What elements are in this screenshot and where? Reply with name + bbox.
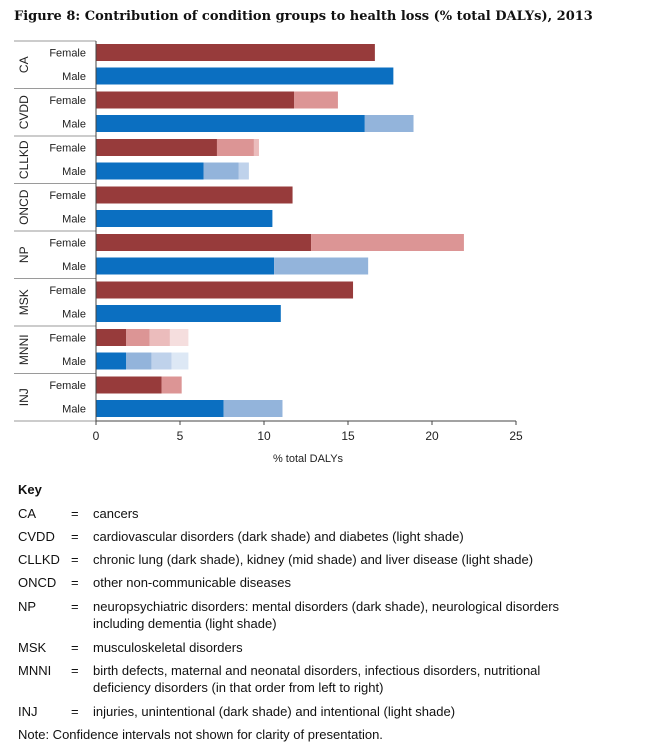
bar-segment-inj-male-0	[96, 400, 224, 417]
group-label-msk: MSK	[17, 289, 31, 315]
key-description: neuropsychiatric disorders: mental disor…	[93, 599, 560, 631]
group-label-ca: CA	[17, 56, 31, 73]
bar-segment-inj-male-1	[223, 400, 283, 417]
bar-label-male: Male	[62, 309, 86, 321]
key-description: cancers	[93, 506, 139, 521]
key-equals: =	[71, 640, 79, 655]
key-equals: =	[71, 506, 79, 521]
bar-label-female: Female	[49, 48, 86, 60]
bar-segment-mnni-female-0	[96, 329, 127, 346]
key-abbr: CLLKD	[18, 552, 60, 567]
bar-segment-oncd-male-0	[96, 210, 273, 227]
group-label-cvdd: CVDD	[17, 95, 31, 129]
group-label-np: NP	[17, 246, 31, 263]
x-tick-label: 25	[509, 429, 523, 443]
bar-segment-mnni-male-1	[126, 352, 152, 370]
key-abbr: MNNI	[18, 663, 52, 678]
bar-segment-cllkd-male-2	[238, 162, 249, 180]
key-description: chronic lung (dark shade), kidney (mid s…	[93, 552, 534, 567]
bar-label-male: Male	[62, 356, 86, 368]
bar-segment-cllkd-male-1	[203, 162, 239, 180]
group-label-oncd: ONCD	[17, 189, 31, 225]
key-equals: =	[71, 599, 79, 614]
bar-segment-cvdd-male-1	[364, 115, 414, 132]
key-equals: =	[71, 529, 79, 544]
key-description: musculoskeletal disorders	[93, 640, 243, 655]
bar-segment-cllkd-female-2	[253, 139, 259, 156]
x-tick-label: 0	[93, 429, 100, 443]
key-abbr: CA	[18, 506, 37, 521]
bar-segment-inj-female-0	[96, 376, 162, 394]
bar-segment-np-male-0	[96, 257, 275, 275]
bar-segment-cvdd-female-0	[96, 91, 295, 109]
x-axis-title: % total DALYs	[273, 453, 344, 465]
footnote: Note: Confidence intervals not shown for…	[18, 727, 383, 742]
key-abbr: MSK	[18, 640, 47, 655]
bar-label-male: Male	[62, 404, 86, 416]
key-equals: =	[71, 663, 79, 678]
bar-segment-ca-female-0	[96, 44, 375, 61]
bar-segment-np-male-1	[274, 257, 369, 275]
key-equals: =	[71, 704, 79, 719]
bar-chart: CA Female Male CVDD Female Male CLLKD Female Mal…	[14, 40, 523, 465]
bar-label-male: Male	[62, 166, 86, 178]
x-tick-label: 5	[177, 429, 184, 443]
bar-segment-msk-female-0	[96, 281, 354, 299]
bar-label-male: Male	[62, 119, 86, 131]
bar-label-female: Female	[49, 285, 86, 297]
key-abbr: NP	[18, 599, 37, 614]
key-description: other non-communicable diseases	[93, 575, 291, 590]
key-description: cardiovascular disorders (dark shade) an…	[93, 529, 464, 544]
key-abbr: ONCD	[18, 575, 57, 590]
key-equals: =	[71, 575, 79, 590]
bar-segment-mnni-female-2	[149, 329, 170, 346]
bar-segment-inj-female-1	[161, 376, 182, 394]
key-description: injuries, unintentional (dark shade) and…	[93, 704, 456, 719]
bar-segment-mnni-male-2	[151, 352, 172, 370]
key-abbr: INJ	[18, 704, 38, 719]
bar-segment-cllkd-female-1	[216, 139, 254, 156]
bar-segment-oncd-female-0	[96, 186, 293, 204]
bar-label-male: Male	[62, 71, 86, 83]
bar-segment-mnni-female-1	[126, 329, 150, 346]
group-label-cllkd: CLLKD	[17, 140, 31, 179]
bar-label-female: Female	[49, 380, 86, 392]
bar-segment-mnni-female-3	[169, 329, 189, 346]
bar-segment-np-female-0	[96, 234, 312, 251]
key-title: Key	[18, 482, 42, 497]
chart-title: Figure 8: Contribution of condition grou…	[14, 9, 593, 24]
bar-label-female: Female	[49, 143, 86, 155]
key-abbr: CVDD	[18, 529, 55, 544]
bar-segment-mnni-male-0	[96, 352, 127, 370]
bar-segment-cvdd-male-0	[96, 115, 365, 132]
group-label-inj: INJ	[17, 388, 31, 406]
key-equals: =	[71, 552, 79, 567]
bar-segment-cllkd-male-0	[96, 162, 204, 180]
bar-label-female: Female	[49, 190, 86, 202]
x-tick-label: 15	[341, 429, 355, 443]
bar-label-male: Male	[62, 261, 86, 273]
group-label-mnni: MNNI	[17, 334, 31, 365]
bar-label-female: Female	[49, 95, 86, 107]
bar-segment-np-female-1	[311, 234, 464, 251]
bar-label-female: Female	[49, 238, 86, 250]
bar-label-female: Female	[49, 333, 86, 345]
bar-label-male: Male	[62, 214, 86, 226]
bar-segment-cllkd-female-0	[96, 139, 217, 156]
bar-segment-cvdd-female-1	[294, 91, 338, 109]
bar-segment-mnni-male-3	[171, 352, 189, 370]
x-tick-label: 10	[257, 429, 271, 443]
key-description: birth defects, maternal and neonatal dis…	[93, 663, 541, 695]
bar-segment-ca-male-0	[96, 67, 394, 85]
x-tick-label: 20	[425, 429, 439, 443]
bar-segment-msk-male-0	[96, 305, 281, 322]
